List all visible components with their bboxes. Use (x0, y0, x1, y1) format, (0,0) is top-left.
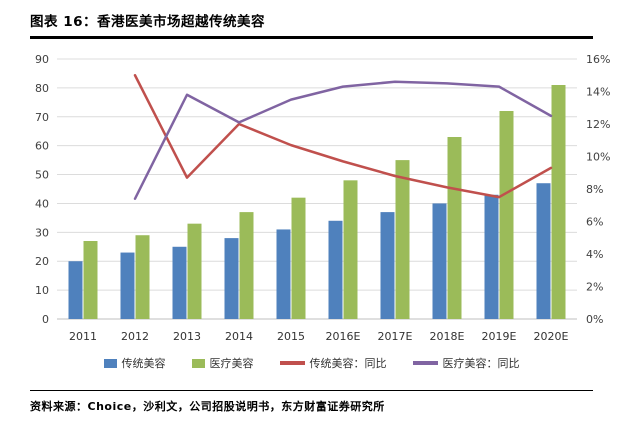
line-medical-yoy (133, 80, 553, 200)
bar-traditional (380, 212, 395, 319)
legend-item: 传统美容 (103, 355, 166, 371)
right-axis-tick: 14% (586, 86, 610, 99)
x-axis-label: 2012 (121, 330, 149, 343)
x-axis-label: 2019E (482, 330, 517, 343)
x-axis-label: 2020E (534, 330, 569, 343)
left-axis-tick: 10 (35, 284, 49, 297)
left-axis-tick: 80 (35, 82, 49, 95)
bar-traditional (224, 238, 239, 319)
left-axis-tick: 70 (35, 111, 49, 124)
bar-medical (551, 85, 566, 319)
bar-medical (239, 212, 254, 319)
chart-area: 0 10 20 30 40 50 60 70 80 90 0% 2% 4% 6% 8% 10% 12% 14% 16… (0, 39, 623, 351)
footer-divider (30, 390, 593, 391)
right-axis-tick: 12% (586, 118, 610, 131)
bar-medical (343, 180, 358, 319)
bar-traditional (432, 203, 447, 319)
bar-traditional (328, 220, 343, 319)
left-axis-tick: 50 (35, 169, 49, 182)
right-axis-tick: 2% (586, 281, 603, 294)
right-axis-tick: 16% (586, 53, 610, 66)
legend-item: 医疗美容：同比 (412, 355, 520, 371)
bar-medical (291, 197, 306, 319)
figure-title: 图表 16：香港医美市场超越传统美容 (30, 14, 265, 30)
bar-medical (135, 235, 150, 319)
x-axis-label: 2018E (430, 330, 465, 343)
source-note: 资料来源：Choice，沙利文，公司招股说明书，东方财富证券研究所 (30, 400, 385, 413)
legend-label: 医疗美容：同比 (442, 357, 520, 370)
legend-line-swatch (279, 361, 305, 365)
bar-medical (187, 223, 202, 319)
left-axis-tick: 40 (35, 197, 49, 210)
x-axis-label: 2011 (69, 330, 97, 343)
left-axis-tick: 90 (35, 53, 49, 66)
legend-item: 传统美容：同比 (279, 355, 387, 371)
chart-legend: 传统美容 医疗美容 传统美容：同比 医疗美容：同比 (0, 353, 623, 373)
figure-header: 图表 16：香港医美市场超越传统美容 (30, 10, 593, 30)
line-traditional-yoy (133, 74, 553, 199)
bar-traditional (484, 194, 499, 319)
bar-traditional (120, 252, 135, 319)
left-axis-tick: 0 (42, 313, 49, 326)
bar-traditional (68, 261, 83, 319)
right-axis-tick: 0% (586, 313, 603, 326)
right-axis-tick: 4% (586, 248, 603, 261)
legend-label: 传统美容 (121, 357, 166, 370)
bar-traditional (276, 229, 291, 319)
legend-bar-swatch (103, 358, 117, 368)
bar-medical (395, 160, 410, 319)
figure-footer: 资料来源：Choice，沙利文，公司招股说明书，东方财富证券研究所 (0, 390, 623, 424)
bar-traditional (536, 183, 551, 319)
x-axis-label: 2015 (277, 330, 305, 343)
left-axis-tick: 60 (35, 140, 49, 153)
left-axis-tick: 20 (35, 255, 49, 268)
legend-line-swatch (412, 361, 438, 365)
bar-medical (83, 241, 98, 319)
right-axis-tick: 6% (586, 216, 603, 229)
x-axis-label: 2016E (326, 330, 361, 343)
legend-bar-swatch (191, 358, 205, 368)
left-axis-tick: 30 (35, 226, 49, 239)
x-axis-label: 2014 (225, 330, 253, 343)
bar-medical (447, 137, 462, 319)
combo-chart: 0 10 20 30 40 50 60 70 80 90 0% 2% 4% 6% 8% 10% 12% 14% 16… (35, 53, 610, 343)
x-axis-label: 2013 (173, 330, 201, 343)
legend-label: 传统美容：同比 (309, 357, 387, 370)
bar-traditional (172, 246, 187, 319)
bar-medical (499, 111, 514, 319)
legend-item: 医疗美容 (191, 355, 254, 371)
header-divider (30, 36, 593, 39)
right-axis-tick: 8% (586, 183, 603, 196)
x-axis-label: 2017E (378, 330, 413, 343)
legend-label: 医疗美容 (209, 357, 254, 370)
right-axis-tick: 10% (586, 151, 610, 164)
